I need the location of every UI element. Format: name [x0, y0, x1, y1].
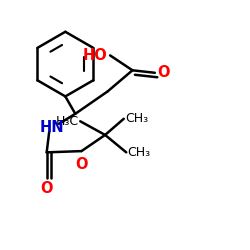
Text: O: O	[40, 181, 53, 196]
Text: O: O	[75, 157, 88, 172]
Text: CH₃: CH₃	[128, 146, 150, 159]
Text: HO: HO	[83, 48, 108, 63]
Text: O: O	[157, 65, 170, 80]
Text: CH₃: CH₃	[125, 112, 148, 125]
Text: H₃C: H₃C	[56, 115, 79, 128]
Text: HN: HN	[39, 120, 64, 135]
